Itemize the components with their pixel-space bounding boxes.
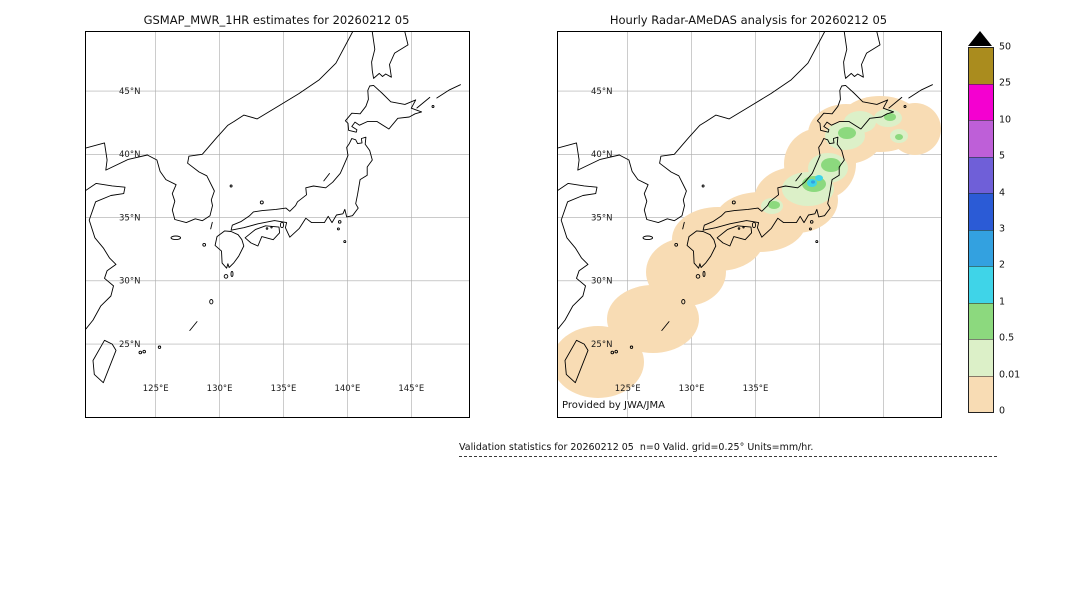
lon-label: 125°E [143, 384, 169, 394]
lon-label: 130°E [207, 384, 233, 394]
lat-label: 25°N [119, 340, 140, 350]
lon-label: 145°E [398, 384, 424, 394]
lon-label: 130°E [679, 384, 705, 394]
footer-dashed-line [459, 456, 997, 457]
colorbar-label: 0 [999, 405, 1006, 417]
precip-cell [815, 175, 823, 181]
colorbar-overflow-triangle [968, 31, 992, 46]
precip-cell [895, 134, 903, 140]
colorbar-block [969, 302, 993, 339]
lat-label: 35°N [119, 213, 140, 223]
colorbar-label: 0.5 [999, 332, 1015, 344]
colorbar-blocks [968, 47, 994, 413]
colorbar-block [969, 375, 993, 412]
colorbar-block [969, 83, 993, 120]
precip-cell [884, 113, 896, 121]
colorbar-label: 2 [999, 259, 1006, 271]
colorbar-label: 0.01 [999, 369, 1021, 381]
colorbar-block [969, 193, 993, 230]
precip-cell [768, 201, 780, 209]
colorbar: 50 25 10 5 4 3 2 1 0.5 0.01 0 [968, 31, 1040, 431]
colorbar-label: 5 [999, 150, 1006, 162]
lat-label: 45°N [119, 87, 140, 97]
validation-stats-text: Validation statistics for 20260212 05 n=… [459, 442, 814, 453]
panel-title-gsmap: GSMAP_MWR_1HR estimates for 20260212 05 [143, 13, 410, 27]
colorbar-block [969, 266, 993, 303]
precip-cell [889, 103, 941, 155]
map-gsmap: 45°N 40°N 35°N 30°N 25°N 125°E 130°E 135… [85, 31, 470, 418]
lat-label: 45°N [591, 87, 612, 97]
colorbar-label: 4 [999, 187, 1006, 199]
credit-label: Provided by JWA/JMA [562, 400, 665, 411]
axis-labels-right: 45°N 40°N 35°N 30°N 25°N 125°E 130°E 135… [591, 87, 768, 394]
axis-labels-left: 45°N 40°N 35°N 30°N 25°N 125°E 130°E 135… [119, 87, 424, 394]
colorbar-label: 25 [999, 77, 1012, 89]
panel-radar-amedas: Hourly Radar-AMeDAS analysis for 2026021… [557, 13, 942, 418]
panel-title-radar: Hourly Radar-AMeDAS analysis for 2026021… [609, 13, 888, 27]
lat-label: 30°N [119, 277, 140, 287]
lat-label: 30°N [591, 277, 612, 287]
lon-label: 135°E [743, 384, 769, 394]
lon-label: 140°E [334, 384, 360, 394]
map-radar-amedas: 45°N 40°N 35°N 30°N 25°N 125°E 130°E 135… [557, 31, 942, 418]
colorbar-block [969, 229, 993, 266]
precip-cell [811, 180, 815, 184]
colorbar-label: 10 [999, 114, 1012, 126]
colorbar-block [969, 120, 993, 157]
lon-label: 125°E [615, 384, 641, 394]
coastline-layer [86, 32, 461, 384]
colorbar-block [969, 156, 993, 193]
colorbar-block [969, 48, 993, 84]
panel-gsmap: GSMAP_MWR_1HR estimates for 20260212 05 … [85, 13, 470, 418]
colorbar-label: 3 [999, 223, 1006, 235]
lat-label: 25°N [591, 340, 612, 350]
colorbar-label: 50 [999, 41, 1012, 53]
precip-cell [821, 158, 841, 172]
precip-cell [844, 111, 876, 133]
precip-cell [838, 127, 856, 139]
lat-label: 40°N [591, 150, 612, 160]
lon-label: 135°E [271, 384, 297, 394]
lat-label: 40°N [119, 150, 140, 160]
colorbar-block [969, 339, 993, 376]
grid-left [86, 32, 469, 417]
colorbar-label: 1 [999, 296, 1006, 308]
lat-label: 35°N [591, 213, 612, 223]
